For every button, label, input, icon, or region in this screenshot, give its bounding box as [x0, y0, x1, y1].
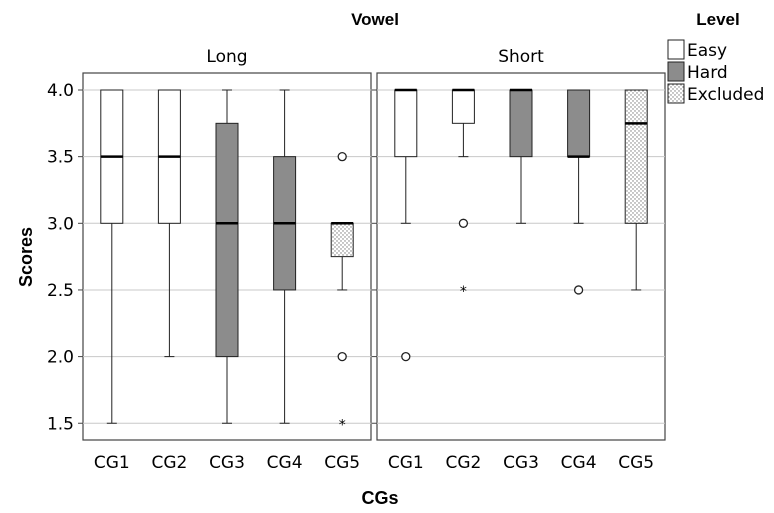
box-group-long-cg5: *: [330, 151, 354, 433]
box-group-long-cg2: [157, 89, 181, 358]
box-easy: [451, 89, 475, 124]
x-tick-label-long: CG5: [324, 453, 360, 473]
plot-area: CG1 CG2 CG3 CG4 CG5 CG1 CG2 CG3 CG4 CG5 4.0 3.5 3.0 2…: [47, 72, 666, 473]
box-group-short-cg5: [624, 89, 648, 291]
x-tick-label-long: CG3: [209, 453, 245, 473]
x-tick-label-short: CG3: [503, 453, 539, 473]
box-hard: [215, 122, 239, 358]
y-tick-label: 2.0: [47, 348, 74, 368]
extreme-point: *: [460, 284, 467, 300]
x-tick-label-long: CG1: [94, 453, 130, 473]
x-tick-label-short: CG2: [445, 453, 481, 473]
outlier-point: [573, 285, 584, 295]
y-tick-label: 3.5: [47, 148, 74, 168]
box-excluded: [330, 222, 354, 258]
box-group-long-cg3: [215, 89, 239, 424]
x-axis-title: CGs: [361, 488, 398, 508]
x-tick-label-long: CG2: [151, 453, 187, 473]
box-group-short-cg4: [567, 89, 591, 295]
legend-swatch-hard: [667, 61, 685, 82]
box-easy: [394, 89, 418, 158]
legend-label-easy: Easy: [687, 41, 727, 61]
y-tick-label: 1.5: [47, 414, 74, 434]
box-group-long-cg4: [273, 89, 297, 424]
y-tick-label: 2.5: [47, 281, 74, 301]
panel-frame-short: [376, 72, 666, 441]
box-group-short-cg3: [509, 88, 533, 224]
panel-frame-long: [82, 72, 372, 441]
legend-swatch-easy: [667, 39, 685, 60]
x-tick-label-short: CG1: [388, 453, 424, 473]
legend-title: Level: [696, 10, 739, 29]
legend-swatch-excluded: [667, 83, 685, 104]
extreme-point: *: [339, 417, 346, 433]
y-axis-title: Scores: [16, 227, 36, 287]
box-group-short-cg1: [394, 88, 418, 362]
x-tick-label-short: CG4: [561, 453, 597, 473]
legend-label-excluded: Excluded: [687, 85, 764, 105]
facet-title: Vowel: [351, 10, 399, 29]
outlier-point: [401, 351, 411, 362]
x-tick-label-short: CG5: [618, 453, 654, 473]
box-group-short-cg2: *: [451, 88, 475, 300]
box-hard: [509, 89, 533, 158]
x-tick-label-long: CG4: [267, 453, 303, 473]
box-excluded: [624, 89, 648, 224]
outlier-point: [337, 351, 347, 362]
y-tick-label: 4.0: [47, 81, 74, 101]
outlier-point: [458, 218, 469, 228]
legend-label-hard: Hard: [687, 63, 728, 83]
box-group-long-cg1: [100, 89, 124, 424]
outlier-point: [337, 151, 347, 162]
facet-label-short: Short: [498, 47, 544, 67]
facet-label-long: Long: [206, 47, 247, 67]
box-hard: [567, 89, 591, 158]
y-tick-label: 3.0: [47, 214, 74, 234]
